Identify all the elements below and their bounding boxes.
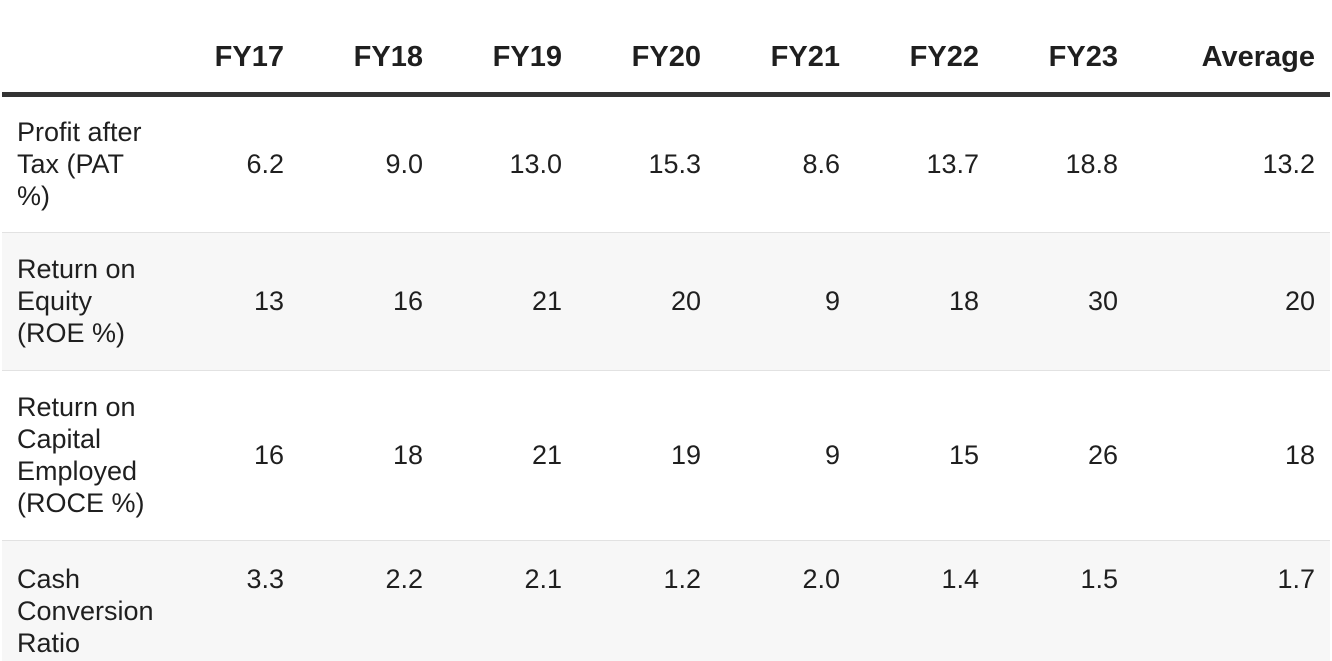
table-cell: 8.6 xyxy=(716,94,855,233)
header-cell-average: Average xyxy=(1133,0,1330,97)
table-cell: 2.2 xyxy=(299,540,438,661)
table-header-row: FY17 FY18 FY19 FY20 FY21 FY22 FY23 Avera… xyxy=(2,0,1330,97)
table-cell: 18 xyxy=(299,370,438,541)
header-cell-metric xyxy=(2,0,160,97)
table-row: Cash Conversion Ratio 3.3 2.2 2.1 1.2 2.… xyxy=(2,540,1330,661)
table-cell: 3.3 xyxy=(160,540,299,661)
table-cell: 26 xyxy=(994,370,1133,541)
table-cell: 21 xyxy=(438,232,577,371)
table-cell: 15 xyxy=(855,370,994,541)
table-cell: 16 xyxy=(299,232,438,371)
table-cell: 20 xyxy=(577,232,716,371)
header-cell-fy21: FY21 xyxy=(716,0,855,97)
row-label: Cash Conversion Ratio xyxy=(2,540,160,661)
table-cell: 16 xyxy=(160,370,299,541)
table-cell: 13 xyxy=(160,232,299,371)
table-cell: 21 xyxy=(438,370,577,541)
header-cell-fy23: FY23 xyxy=(994,0,1133,97)
table-cell: 2.0 xyxy=(716,540,855,661)
table-cell: 18 xyxy=(855,232,994,371)
table-cell: 20 xyxy=(1133,232,1330,371)
table-cell: 18 xyxy=(1133,370,1330,541)
table-cell: 15.3 xyxy=(577,94,716,233)
table-cell: 1.4 xyxy=(855,540,994,661)
table-cell: 13.0 xyxy=(438,94,577,233)
table-cell: 19 xyxy=(577,370,716,541)
table-cell: 1.7 xyxy=(1133,540,1330,661)
row-label: Return on Equity (ROE %) xyxy=(2,232,160,371)
table-cell: 9.0 xyxy=(299,94,438,233)
table-cell: 18.8 xyxy=(994,94,1133,233)
table-cell: 1.5 xyxy=(994,540,1133,661)
row-label: Return on Capital Employed (ROCE %) xyxy=(2,370,160,541)
table-cell: 9 xyxy=(716,370,855,541)
header-cell-fy19: FY19 xyxy=(438,0,577,97)
table-cell: 13.7 xyxy=(855,94,994,233)
header-cell-fy17: FY17 xyxy=(160,0,299,97)
table-row: Return on Equity (ROE %) 13 16 21 20 9 1… xyxy=(2,232,1330,371)
table-cell: 9 xyxy=(716,232,855,371)
table-cell: 2.1 xyxy=(438,540,577,661)
table-cell: 6.2 xyxy=(160,94,299,233)
table-row: Profit after Tax (PAT %) 6.2 9.0 13.0 15… xyxy=(2,94,1330,233)
table-cell: 1.2 xyxy=(577,540,716,661)
table-cell: 13.2 xyxy=(1133,94,1330,233)
table-cell: 30 xyxy=(994,232,1133,371)
header-cell-fy20: FY20 xyxy=(577,0,716,97)
table-row: Return on Capital Employed (ROCE %) 16 1… xyxy=(2,370,1330,541)
header-cell-fy22: FY22 xyxy=(855,0,994,97)
header-cell-fy18: FY18 xyxy=(299,0,438,97)
row-label: Profit after Tax (PAT %) xyxy=(2,94,160,233)
